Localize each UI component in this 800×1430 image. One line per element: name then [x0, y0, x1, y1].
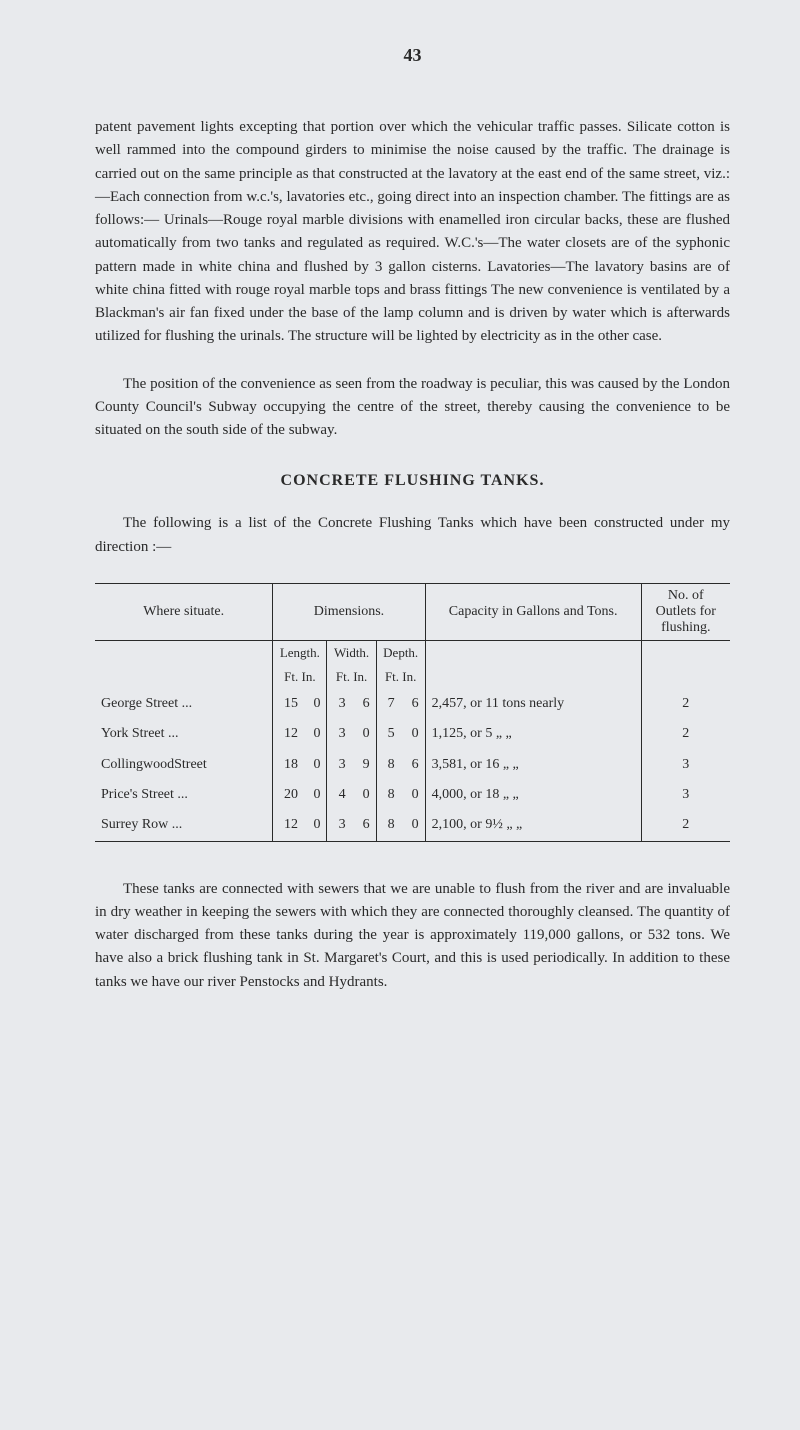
- cell-len-in: 0: [304, 719, 327, 749]
- cell-dep-ft: 8: [376, 750, 401, 780]
- cell-wid-in: 6: [352, 689, 377, 719]
- cell-wid-ft: 3: [327, 689, 352, 719]
- cell-dep-ft: 8: [376, 810, 401, 841]
- section-title: CONCRETE FLUSHING TANKS.: [95, 472, 730, 490]
- cell-capacity: 3,581, or 16 „ „: [425, 750, 641, 780]
- cell-len-in: 0: [304, 689, 327, 719]
- cell-outlets: 3: [641, 750, 730, 780]
- cell-dep-in: 6: [401, 689, 426, 719]
- cell-wid-in: 0: [352, 719, 377, 749]
- table-row: George Street ... 15 0 3 6 7 6 2,457, or…: [95, 689, 730, 719]
- paragraph-4: These tanks are connected with sewers th…: [95, 878, 730, 994]
- cell-outlets: 2: [641, 719, 730, 749]
- table-subheader-row-1: Length. Width. Depth.: [95, 640, 730, 665]
- cell-wid-in: 9: [352, 750, 377, 780]
- header-capacity: Capacity in Gallons and Tons.: [425, 583, 641, 640]
- cell-len-ft: 15: [273, 689, 304, 719]
- subheader-ftin-3: Ft. In.: [376, 665, 425, 689]
- cell-capacity: 2,100, or 9½ „ „: [425, 810, 641, 841]
- cell-capacity: 2,457, or 11 tons nearly: [425, 689, 641, 719]
- flushing-tanks-table: Where situate. Dimensions. Capacity in G…: [95, 583, 730, 842]
- subheader-ftin-1: Ft. In.: [273, 665, 327, 689]
- cell-len-ft: 20: [273, 780, 304, 810]
- cell-dep-in: 0: [401, 719, 426, 749]
- cell-outlets: 2: [641, 689, 730, 719]
- scanned-page: 43 patent pavement lights excepting that…: [0, 0, 800, 1430]
- cell-outlets: 3: [641, 780, 730, 810]
- cell-name: Surrey Row ...: [95, 810, 273, 841]
- cell-len-in: 0: [304, 780, 327, 810]
- table-row: York Street ... 12 0 3 0 5 0 1,125, or 5…: [95, 719, 730, 749]
- subheader-depth: Depth.: [376, 640, 425, 665]
- table-header-row: Where situate. Dimensions. Capacity in G…: [95, 583, 730, 640]
- subheader-width: Width.: [327, 640, 376, 665]
- cell-dep-in: 0: [401, 780, 426, 810]
- table-subheader-row-2: Ft. In. Ft. In. Ft. In.: [95, 665, 730, 689]
- cell-dep-ft: 5: [376, 719, 401, 749]
- page-number: 43: [95, 45, 730, 66]
- cell-wid-in: 6: [352, 810, 377, 841]
- cell-capacity: 1,125, or 5 „ „: [425, 719, 641, 749]
- cell-name: George Street ...: [95, 689, 273, 719]
- cell-name: CollingwoodStreet: [95, 750, 273, 780]
- cell-name: York Street ...: [95, 719, 273, 749]
- cell-wid-ft: 3: [327, 750, 352, 780]
- table-row: CollingwoodStreet 18 0 3 9 8 6 3,581, or…: [95, 750, 730, 780]
- header-dimensions: Dimensions.: [273, 583, 425, 640]
- cell-capacity: 4,000, or 18 „ „: [425, 780, 641, 810]
- cell-name: Price's Street ...: [95, 780, 273, 810]
- cell-wid-in: 0: [352, 780, 377, 810]
- cell-dep-ft: 7: [376, 689, 401, 719]
- cell-dep-in: 6: [401, 750, 426, 780]
- subheader-length: Length.: [273, 640, 327, 665]
- subheader-ftin-2: Ft. In.: [327, 665, 376, 689]
- cell-wid-ft: 3: [327, 719, 352, 749]
- table-row: Price's Street ... 20 0 4 0 8 0 4,000, o…: [95, 780, 730, 810]
- header-outlets: No. of Outlets for flushing.: [641, 583, 730, 640]
- paragraph-2: The position of the convenience as seen …: [95, 373, 730, 443]
- cell-wid-ft: 3: [327, 810, 352, 841]
- header-situate: Where situate.: [95, 583, 273, 640]
- paragraph-1: patent pavement lights excepting that po…: [95, 116, 730, 349]
- paragraph-3: The following is a list of the Concrete …: [95, 512, 730, 559]
- cell-dep-ft: 8: [376, 780, 401, 810]
- cell-wid-ft: 4: [327, 780, 352, 810]
- cell-len-in: 0: [304, 810, 327, 841]
- cell-outlets: 2: [641, 810, 730, 841]
- cell-len-ft: 12: [273, 810, 304, 841]
- cell-len-in: 0: [304, 750, 327, 780]
- cell-dep-in: 0: [401, 810, 426, 841]
- cell-len-ft: 12: [273, 719, 304, 749]
- table-row: Surrey Row ... 12 0 3 6 8 0 2,100, or 9½…: [95, 810, 730, 841]
- cell-len-ft: 18: [273, 750, 304, 780]
